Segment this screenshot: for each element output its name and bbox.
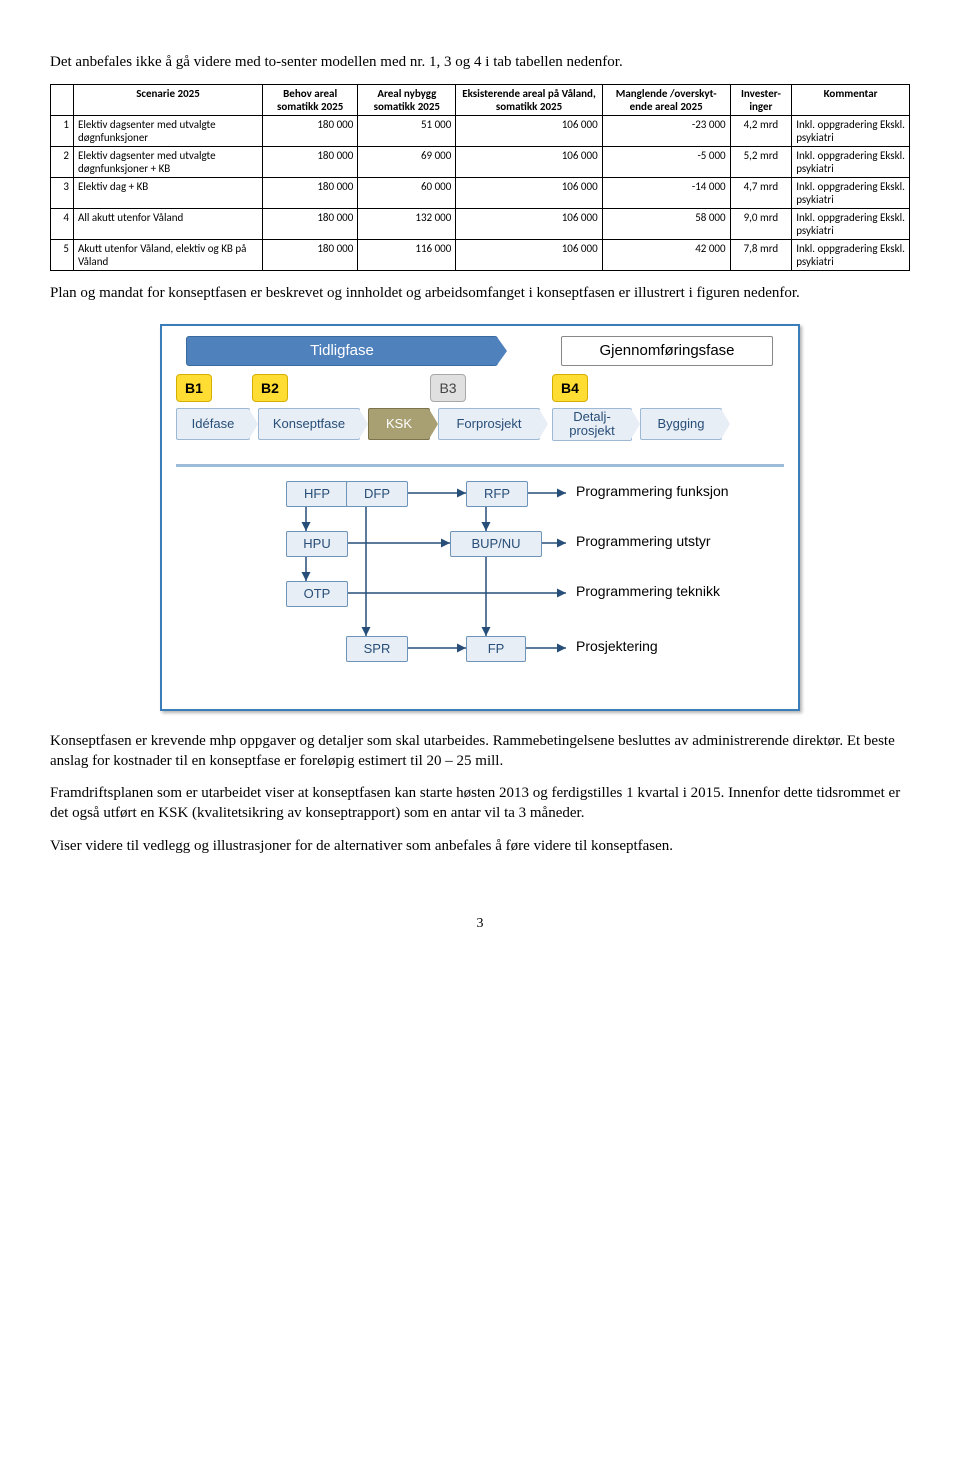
th-invest: Invester-inger [730, 85, 792, 116]
flow-label: Programmering utstyr [576, 533, 711, 549]
stage-bygging: Bygging [640, 408, 722, 440]
stage-ksk: KSK [368, 408, 430, 440]
flow-box-hpu: HPU [286, 531, 348, 557]
stage-konseptfase: Konseptfase [258, 408, 360, 440]
table-row: 1Elektiv dagsenter med utvalgte døgnfunk… [51, 116, 910, 147]
table-row: 3Elektiv dag + KB180 00060 000106 000-14… [51, 178, 910, 209]
flow-box-fp: FP [466, 636, 526, 662]
th-kommentar: Kommentar [792, 85, 910, 116]
table-row: 2Elektiv dagsenter med utvalgte døgnfunk… [51, 147, 910, 178]
paragraph-3: Viser videre til vedlegg og illustrasjon… [50, 836, 910, 856]
table-row: 5Akutt utenfor Våland, elektiv og KB på … [51, 240, 910, 271]
stage-detalj-prosjekt: Detalj-prosjekt [552, 408, 632, 441]
process-diagram: Tidligfase Gjennomføringsfase B1 B2 B3 B4 Id… [160, 324, 800, 711]
stage-forprosjekt: Forprosjekt [438, 408, 540, 440]
milestone-b2: B2 [252, 374, 288, 402]
flow-box-bupnu: BUP/NU [450, 531, 542, 557]
middle-paragraph: Plan og mandat for konseptfasen er beskr… [50, 283, 910, 303]
paragraph-2: Framdriftsplanen som er utarbeidet viser… [50, 783, 910, 824]
th-scenario: Scenarie 2025 [74, 85, 263, 116]
milestone-b1: B1 [176, 374, 212, 402]
page-number: 3 [50, 916, 910, 932]
th-eksisterende: Eksisterende areal på Våland, somatikk 2… [456, 85, 602, 116]
milestone-b3: B3 [430, 374, 466, 402]
flow-label: Prosjektering [576, 638, 658, 654]
phase-gjennomføringsfase: Gjennomføringsfase [561, 336, 773, 366]
flow-box-otp: OTP [286, 581, 348, 607]
flow-box-spr: SPR [346, 636, 408, 662]
th-nybygg: Areal nybygg somatikk 2025 [358, 85, 456, 116]
flow-box-rfp: RFP [466, 481, 528, 507]
phase-tidligfase: Tidligfase [186, 336, 498, 366]
flow-box-hfp: HFP [286, 481, 348, 507]
intro-paragraph: Det anbefales ikke å gå videre med to-se… [50, 52, 910, 72]
milestone-b4: B4 [552, 374, 588, 402]
paragraph-1: Konseptfasen er krevende mhp oppgaver og… [50, 731, 910, 772]
stage-id-fase: Idéfase [176, 408, 250, 440]
table-row: 4All akutt utenfor Våland180 000132 0001… [51, 209, 910, 240]
th-manglende: Manglende /overskyt-ende areal 2025 [602, 85, 730, 116]
th-behov: Behov areal somatikk 2025 [263, 85, 358, 116]
flow-label: Programmering teknikk [576, 583, 720, 599]
flow-box-dfp: DFP [346, 481, 408, 507]
scenario-table: Scenarie 2025 Behov areal somatikk 2025 … [50, 84, 910, 271]
flow-label: Programmering funksjon [576, 483, 729, 499]
